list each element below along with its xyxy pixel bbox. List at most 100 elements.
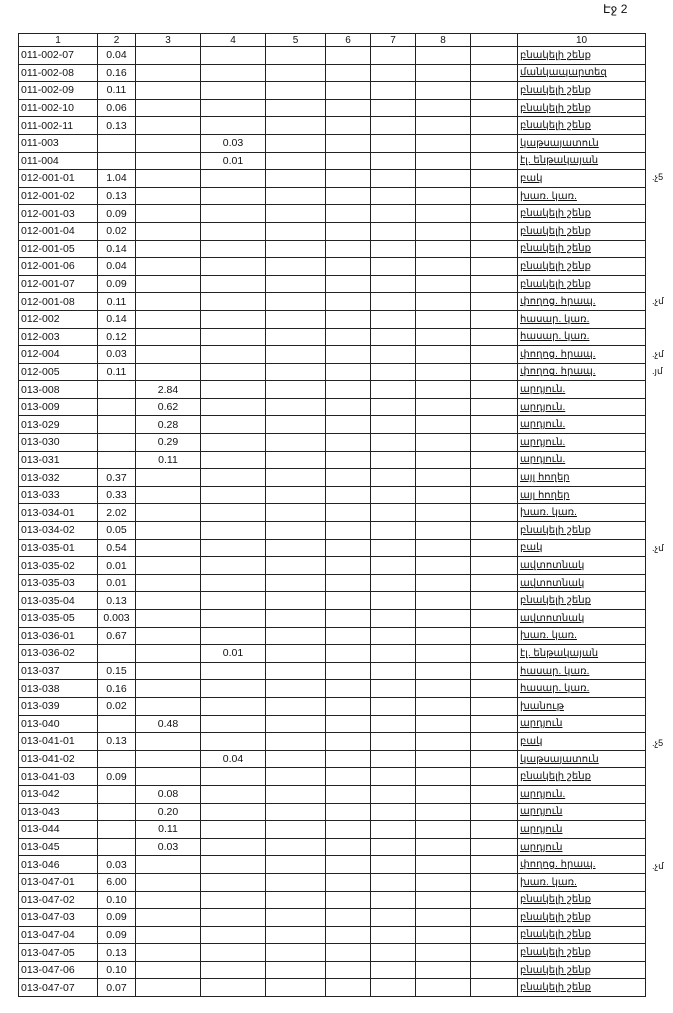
cell: [325, 98, 371, 118]
table-row: 013-041-01 0.13 բակ: [18, 732, 646, 751]
cell: [135, 327, 201, 347]
cell: [470, 908, 518, 927]
parcel-code: 013-033: [18, 485, 98, 505]
cell: [415, 485, 471, 505]
cell: [470, 837, 518, 857]
cell: [370, 239, 416, 259]
cell: [97, 802, 136, 822]
parcel-code: 013-047-01: [18, 872, 98, 892]
parcel-code: 012-001-04: [18, 221, 98, 241]
cell: [370, 485, 416, 505]
cell: 0.15: [97, 661, 136, 681]
column-header: 8: [415, 33, 471, 47]
cell: 0.05: [97, 521, 136, 540]
cell: [135, 556, 201, 575]
parcel-code: 012-001-03: [18, 204, 98, 223]
cell: [97, 749, 136, 769]
cell: 0.62: [135, 397, 201, 417]
cell: [470, 626, 518, 646]
land-use-label: բնակելի շենք: [517, 943, 646, 962]
cell: [325, 204, 371, 223]
cell: [470, 98, 518, 118]
parcel-code: 013-035-02: [18, 556, 98, 575]
column-header: 3: [135, 33, 201, 47]
cell: [370, 133, 416, 153]
cell: [470, 749, 518, 769]
cell: [135, 186, 201, 206]
cell: [265, 46, 326, 65]
table-row: 013-035-04 0.13 բնակելի շենք: [18, 591, 646, 610]
cell: [415, 327, 471, 347]
cell: [325, 908, 371, 927]
cell: [325, 696, 371, 716]
cell: 0.13: [97, 732, 136, 751]
parcel-code: 012-003: [18, 327, 98, 347]
cell: 0.03: [97, 345, 136, 364]
parcel-code: 013-039: [18, 696, 98, 716]
table-row: 013-033 0.33 այլ հողեր: [18, 485, 646, 505]
table-row: 011-002-07 0.04 բնակելի շենք: [18, 46, 646, 65]
table-row: 011-002-08 0.16 մանկապարտեզ: [18, 63, 646, 83]
cell: [135, 661, 201, 681]
cell: [470, 397, 518, 417]
land-use-label: բնակելի շենք: [517, 767, 646, 786]
land-use-label: բնակելի շենք: [517, 221, 646, 241]
parcel-code: 012-001-02: [18, 186, 98, 206]
table-row: 013-032 0.37 այլ հողեր: [18, 468, 646, 487]
cell: [325, 872, 371, 892]
cell: 0.09: [97, 925, 136, 945]
cell: [265, 274, 326, 294]
cell: [200, 450, 266, 470]
table-row: 013-009 0.62 արդյուն.: [18, 397, 646, 417]
cell: [470, 204, 518, 223]
cell: [470, 644, 518, 663]
cell: [325, 503, 371, 523]
cell: [415, 257, 471, 276]
parcel-code: 013-037: [18, 661, 98, 681]
cell: [415, 133, 471, 153]
column-header: 2: [97, 33, 136, 47]
cell: 0.14: [97, 239, 136, 259]
cell: [370, 767, 416, 786]
table-row: 013-046 0.03 փողոց. հրապ.: [18, 855, 646, 874]
land-use-label: բակ: [517, 538, 646, 558]
cell: [370, 81, 416, 100]
cell: [415, 63, 471, 83]
cell: [200, 908, 266, 927]
cell: [265, 133, 326, 153]
cell: [370, 837, 416, 857]
cell: [265, 380, 326, 399]
cell: 0.10: [97, 960, 136, 980]
cell: [415, 380, 471, 399]
land-use-label: բնակելի շենք: [517, 591, 646, 610]
land-use-label: բնակելի շենք: [517, 925, 646, 945]
cell: 0.04: [200, 749, 266, 769]
cell: [265, 151, 326, 171]
parcel-code: 012-001-01: [18, 169, 98, 188]
land-use-label: այլ հողեր: [517, 468, 646, 487]
cell: [370, 714, 416, 734]
cell: 0.01: [200, 644, 266, 663]
parcel-code: 013-009: [18, 397, 98, 417]
cell: [370, 186, 416, 206]
cell: [135, 679, 201, 698]
cell: [415, 151, 471, 171]
cell: [97, 397, 136, 417]
table-row: 013-041-02 0.04 կաթսայատուն: [18, 749, 646, 769]
cell: [370, 204, 416, 223]
land-use-label: արդյուն: [517, 820, 646, 839]
cell: [200, 732, 266, 751]
cell: [265, 116, 326, 135]
table-row: 013-035-05 0.003 ավտոտնակ: [18, 609, 646, 628]
cell: [415, 221, 471, 241]
cell: [200, 81, 266, 100]
land-use-label: խառ. կառ.: [517, 626, 646, 646]
cell: [370, 573, 416, 593]
cell: [370, 415, 416, 435]
parcel-code: 013-034-02: [18, 521, 98, 540]
margin-note: .չմ: [652, 295, 664, 306]
land-use-label: արդյուն.: [517, 784, 646, 804]
parcel-code: 013-047-02: [18, 890, 98, 910]
cell: [415, 960, 471, 980]
table-row: 013-047-05 0.13 բնակելի շենք: [18, 943, 646, 962]
